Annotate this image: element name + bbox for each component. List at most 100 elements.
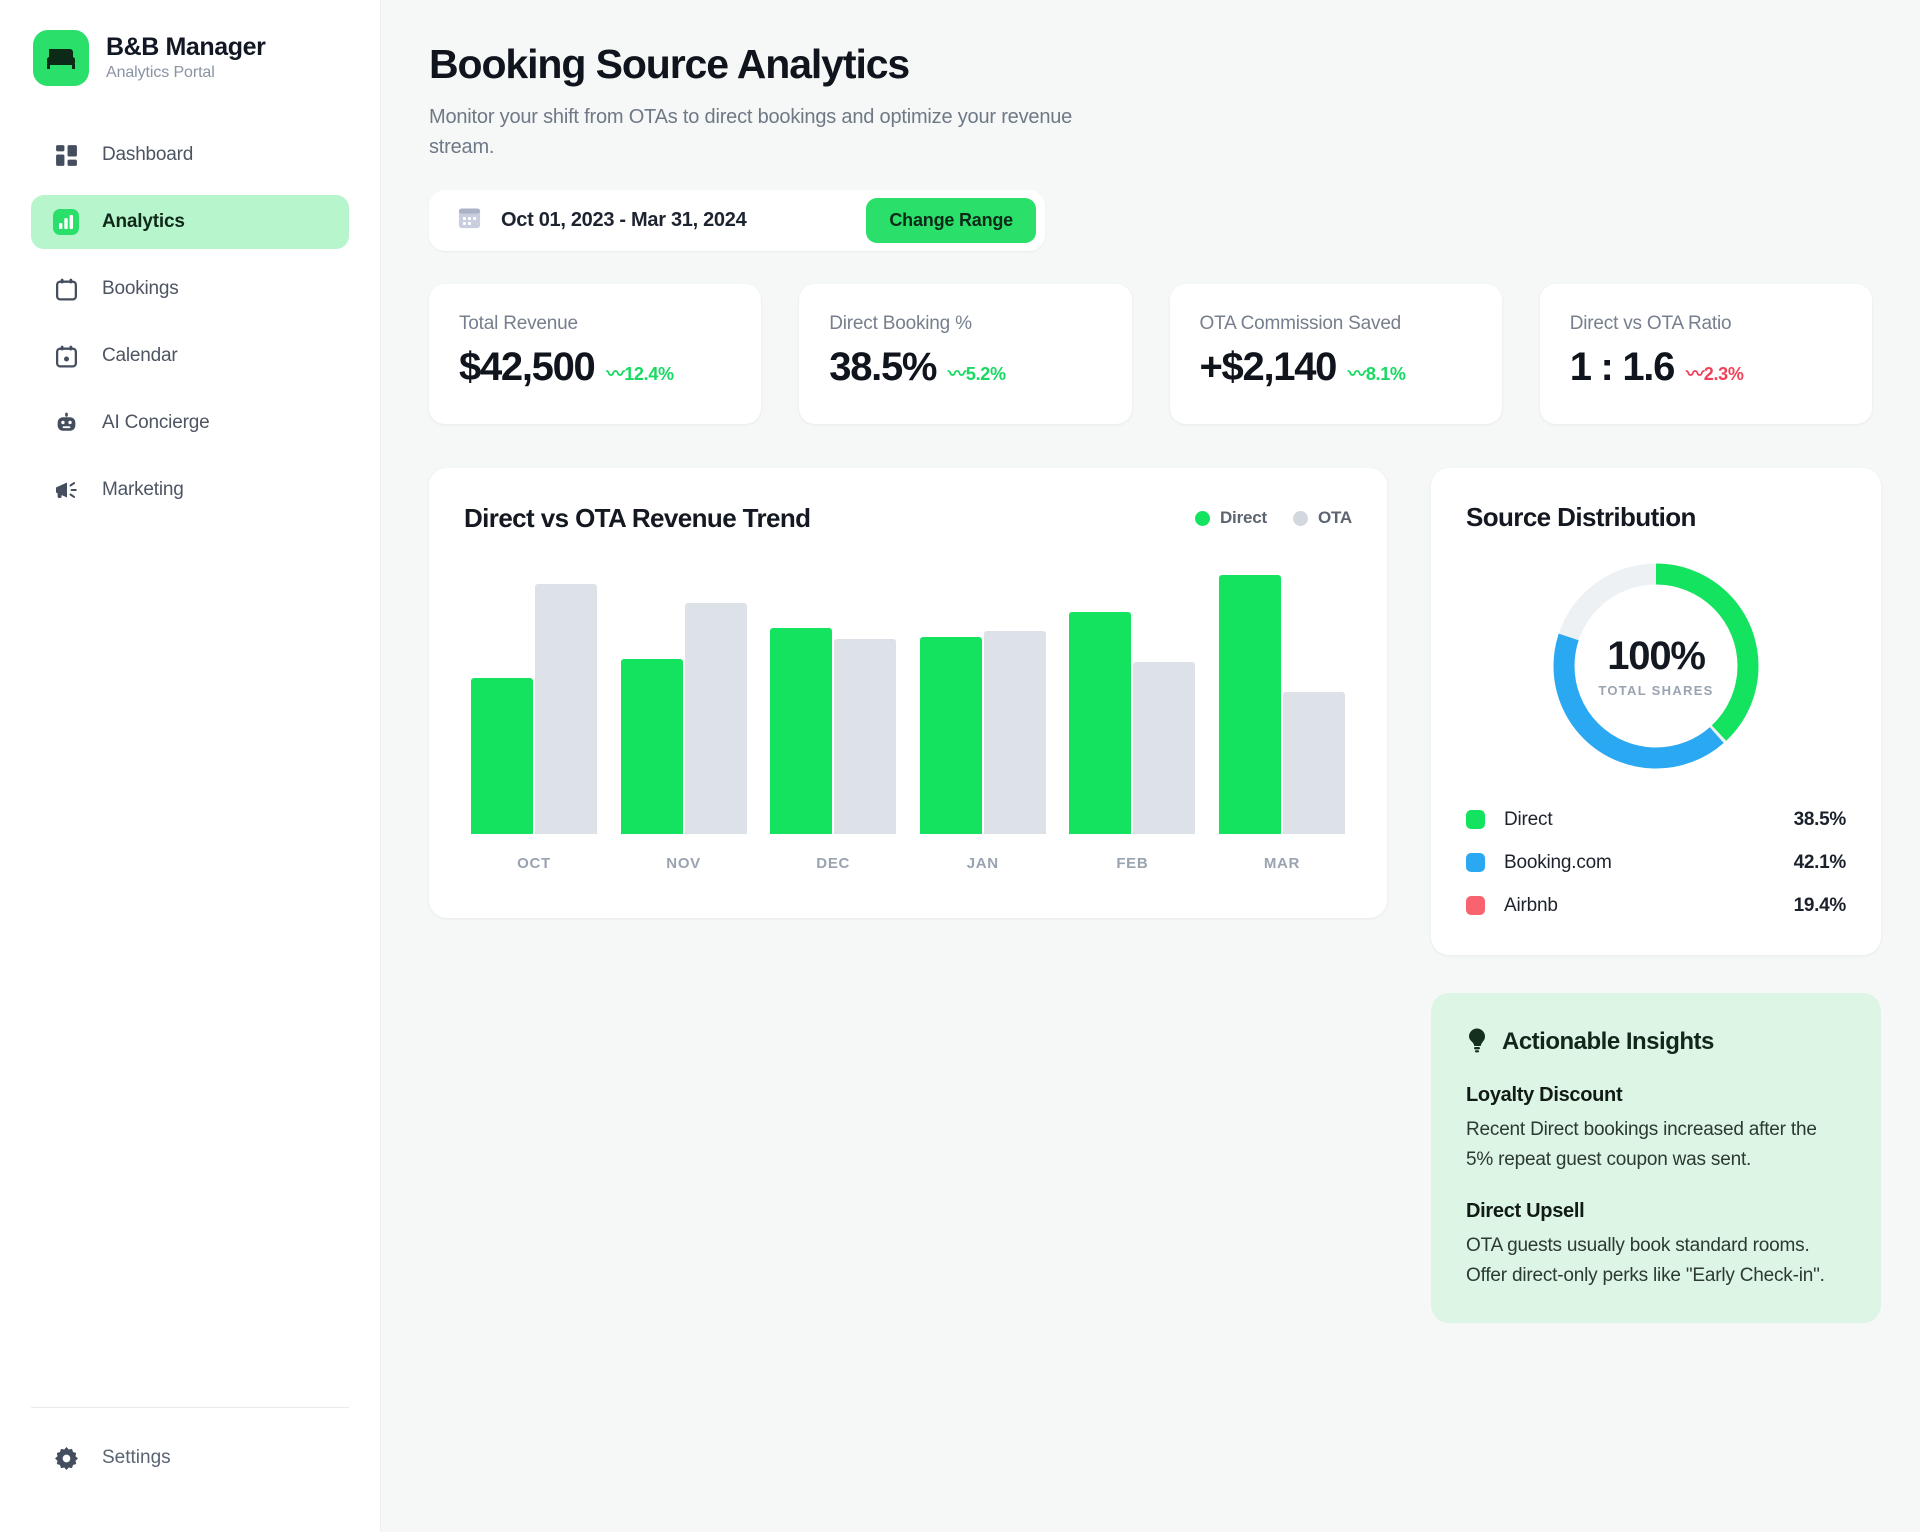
distribution-row: Direct 38.5% [1466, 809, 1846, 831]
brand-title: B&B Manager [106, 32, 266, 61]
donut-center-value: 100% [1607, 633, 1706, 678]
insights-title: Actionable Insights [1502, 1028, 1714, 1056]
x-axis-label: OCT [517, 854, 551, 872]
kpi-value-row: 38.5% 〰5.2% [829, 345, 1101, 390]
insight-body: OTA guests usually book standard rooms. … [1466, 1235, 1825, 1286]
calendar-icon [52, 275, 80, 303]
sidebar-item-label: Marketing [102, 479, 184, 500]
distribution-name: Direct [1504, 808, 1553, 830]
brand: B&B Manager Analytics Portal [0, 0, 380, 86]
kpi-delta-down: 〰2.3% [1686, 360, 1744, 386]
donut-center-caption: TOTAL SHARES [1598, 682, 1714, 698]
actionable-insights-card: Actionable Insights Loyalty Discount Rec… [1431, 992, 1881, 1323]
x-axis-label: MAR [1263, 854, 1301, 872]
distribution-value: 38.5% [1793, 808, 1847, 830]
lightbulb-icon [1466, 1027, 1488, 1058]
distribution-swatch [1466, 896, 1485, 916]
sidebar-item-label: AI Concierge [102, 412, 210, 433]
insight-body: Recent Direct bookings increased after t… [1466, 1118, 1817, 1170]
insights-header: Actionable Insights [1466, 1027, 1846, 1058]
sidebar-item-dashboard[interactable]: Dashboard [31, 128, 349, 182]
distribution-list: Direct 38.5% Booking.com 42.1% Airbnb 19.4% [1466, 809, 1846, 917]
donut-slice-booking-com[interactable] [1553, 563, 1759, 769]
bar-direct[interactable] [770, 628, 833, 834]
bar-ota[interactable] [535, 583, 597, 834]
kpi-value: 1 : 1.6 [1569, 344, 1676, 389]
sidebar-item-analytics[interactable]: Analytics [31, 195, 349, 249]
kpi-delta-up: 〰5.2% [948, 360, 1006, 386]
donut-slice-direct[interactable] [1553, 563, 1759, 769]
kpi-value: $42,500 [459, 344, 596, 389]
bar-direct[interactable] [1218, 575, 1281, 834]
insight-item: Direct Upsell OTA guests usually book st… [1466, 1200, 1846, 1290]
bar-direct[interactable] [620, 658, 683, 834]
megaphone-icon [52, 476, 80, 504]
sidebar-item-calendar[interactable]: Calendar [31, 329, 349, 383]
insight-heading: Direct Upsell [1466, 1200, 1585, 1223]
distribution-name: Booking.com [1504, 851, 1612, 873]
bar-group [618, 603, 750, 834]
x-axis-label: FEB [1116, 854, 1149, 872]
kpi-delta-value: 5.2% [965, 363, 1006, 384]
kpi-delta-value: 2.3% [1703, 363, 1744, 384]
page-subtitle: Monitor your shift from OTAs to direct b… [429, 105, 1073, 158]
kpi-card-direct-booking-pct: Direct Booking % 38.5% 〰5.2% [799, 283, 1132, 424]
gear-icon [52, 1444, 80, 1472]
chart-header: Direct vs OTA Revenue Trend Direct OTA [464, 503, 1352, 534]
calendar-icon [456, 204, 483, 236]
kpi-label: Direct Booking % [829, 312, 972, 334]
sidebar-item-label: Dashboard [102, 144, 194, 165]
sidebar-item-marketing[interactable]: Marketing [31, 463, 349, 517]
distribution-row: Airbnb 19.4% [1466, 895, 1846, 917]
bar-direct[interactable] [1069, 611, 1132, 834]
insight-item: Loyalty Discount Recent Direct bookings … [1466, 1084, 1846, 1174]
bar-group [1216, 575, 1348, 834]
insight-heading: Loyalty Discount [1466, 1083, 1623, 1106]
legend-item-direct: Direct [1194, 508, 1267, 528]
bar-direct[interactable] [471, 678, 533, 834]
distribution-name: Airbnb [1504, 894, 1558, 916]
sidebar-item-label: Analytics [102, 211, 185, 232]
distribution-row: Booking.com 42.1% [1466, 852, 1846, 874]
bar-direct[interactable] [919, 636, 982, 834]
kpi-label: OTA Commission Saved [1199, 312, 1402, 334]
bar-ota[interactable] [834, 639, 897, 834]
brand-subtitle: Analytics Portal [106, 64, 215, 82]
kpi-card-ota-commission-saved: OTA Commission Saved +$2,140 〰8.1% [1169, 283, 1502, 424]
legend-label: Direct [1219, 508, 1267, 528]
bar-chart-plot: OCT NOV DEC JAN FEB MAR [464, 556, 1352, 878]
bar-ota[interactable] [1282, 692, 1345, 834]
bar-chart-icon [52, 208, 80, 236]
legend-dot-direct [1194, 510, 1210, 526]
change-range-button[interactable]: Change Range [866, 197, 1036, 243]
donut-chart: 100% TOTAL SHARES [1545, 555, 1767, 777]
bar-group [767, 628, 899, 834]
dashboard-grid-icon [52, 141, 80, 169]
bar-ota[interactable] [1133, 661, 1196, 834]
source-distribution-card: Source Distribution 100% TOTAL SHARES [1431, 467, 1881, 955]
distribution-title: Source Distribution [1466, 501, 1696, 532]
sidebar-item-bookings[interactable]: Bookings [31, 262, 349, 316]
content-row: Direct vs OTA Revenue Trend Direct OTA [429, 467, 1881, 1323]
sidebar-item-ai-concierge[interactable]: AI Concierge [31, 396, 349, 450]
trend-up-icon: 〰 [1348, 363, 1366, 384]
bar-ota[interactable] [983, 630, 1046, 834]
kpi-value: 38.5% [829, 344, 937, 389]
kpi-delta-value: 8.1% [1365, 363, 1406, 384]
distribution-value: 19.4% [1793, 894, 1847, 916]
date-range-display[interactable]: Oct 01, 2023 - Mar 31, 2024 [456, 204, 747, 236]
sidebar-item-settings[interactable]: Settings [31, 1444, 349, 1472]
kpi-label: Total Revenue [459, 312, 578, 334]
bar-group [1066, 611, 1198, 834]
x-axis-labels: OCT NOV DEC JAN FEB MAR [464, 855, 1352, 872]
bar-ota[interactable] [684, 603, 747, 834]
kpi-label: Direct vs OTA Ratio [1569, 312, 1732, 334]
date-range-value: Oct 01, 2023 - Mar 31, 2024 [501, 208, 747, 231]
chart-legend: Direct OTA [1194, 508, 1352, 528]
page-title: Booking Source Analytics [429, 41, 910, 87]
kpi-delta-value: 12.4% [624, 363, 674, 384]
legend-dot-ota [1292, 510, 1308, 526]
sidebar-item-label: Calendar [102, 345, 178, 366]
sidebar-item-label: Bookings [102, 278, 179, 299]
kpi-value: +$2,140 [1199, 344, 1338, 389]
